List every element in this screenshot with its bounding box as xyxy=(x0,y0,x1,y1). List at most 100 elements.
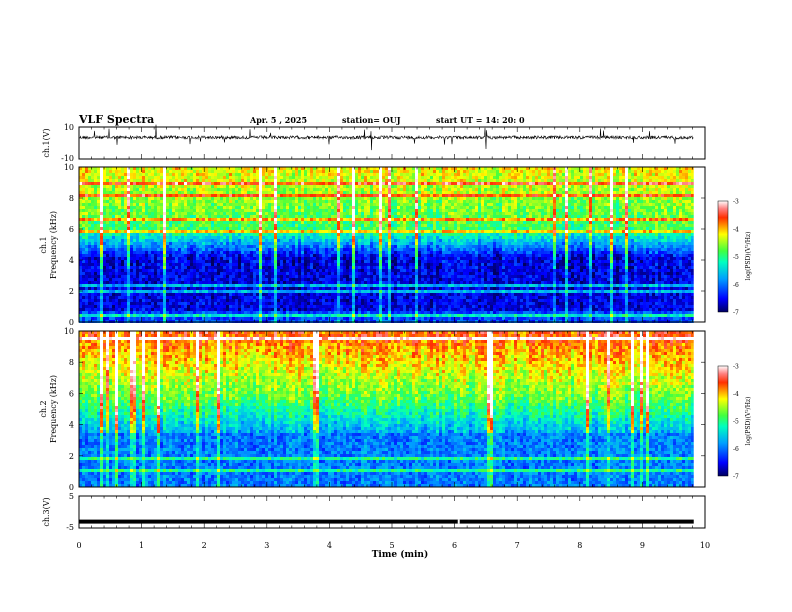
spec1-cell xyxy=(277,248,280,251)
spec1-cell xyxy=(130,266,133,269)
spec1-cell xyxy=(91,257,94,260)
spec1-cell xyxy=(217,215,220,218)
spec1-cell xyxy=(166,227,169,230)
spec1-cell xyxy=(298,278,301,281)
spec1-cell xyxy=(334,248,337,251)
spec1-cell xyxy=(193,236,196,239)
spec1-cell xyxy=(169,230,172,233)
spec1-cell xyxy=(79,314,82,317)
spec1-cell xyxy=(265,305,268,308)
spec1-cell xyxy=(286,278,289,281)
spec1-cell xyxy=(172,173,175,176)
spec1-cell xyxy=(319,197,322,200)
spec1-cell xyxy=(124,218,127,221)
spec1-cell xyxy=(190,299,193,302)
spec1-cell xyxy=(265,296,268,299)
spec1-cell xyxy=(154,263,157,266)
spec1-cell xyxy=(328,236,331,239)
spec1-cell xyxy=(121,200,124,203)
spec1-cell xyxy=(190,266,193,269)
spec1-cell xyxy=(199,272,202,275)
spec1-cell xyxy=(355,224,358,227)
spec1-cell xyxy=(238,191,241,194)
spec1-cell xyxy=(253,200,256,203)
spec1-cell xyxy=(262,197,265,200)
spec1-cell xyxy=(328,302,331,305)
spec1-cell xyxy=(298,290,301,293)
spec1-cell xyxy=(190,317,193,320)
spec1-cell xyxy=(217,197,220,200)
spec1-cell xyxy=(334,230,337,233)
spec1-cell xyxy=(331,308,334,311)
spec1-cell xyxy=(337,239,340,242)
spec1-cell xyxy=(139,221,142,224)
spec1-cell xyxy=(337,275,340,278)
spec1-cell xyxy=(130,260,133,263)
spec1-cell xyxy=(142,245,145,248)
spec1-cell xyxy=(241,224,244,227)
spec1-cell xyxy=(232,296,235,299)
spec1-cell xyxy=(118,278,121,281)
spec1-cell xyxy=(85,209,88,212)
spec1-cell xyxy=(244,212,247,215)
spec1-cell xyxy=(151,242,154,245)
spec1-cell xyxy=(127,227,130,230)
spec1-cell xyxy=(178,296,181,299)
spec1-cell xyxy=(208,308,211,311)
spec1-cell xyxy=(178,254,181,257)
spec1-cell xyxy=(202,275,205,278)
spec1-cell xyxy=(109,302,112,305)
spec1-cell xyxy=(268,185,271,188)
spec1-cell xyxy=(265,263,268,266)
spec1-cell xyxy=(193,290,196,293)
spec1-cell xyxy=(205,284,208,287)
spec1-cell xyxy=(94,173,97,176)
spec1-cell xyxy=(274,176,277,179)
spec1-cell xyxy=(313,197,316,200)
spec1-cell xyxy=(292,173,295,176)
spec1-cell xyxy=(154,230,157,233)
spec1-cell xyxy=(118,173,121,176)
spec1-cell xyxy=(148,221,151,224)
spec1-cell xyxy=(103,254,106,257)
spec1-cell xyxy=(100,191,103,194)
spec1-cell xyxy=(172,266,175,269)
spec1-cell xyxy=(286,167,289,170)
spec1-cell xyxy=(229,278,232,281)
spec1-cell xyxy=(355,215,358,218)
spec1-cell xyxy=(109,311,112,314)
spec1-cell xyxy=(316,236,319,239)
spec1-cell xyxy=(139,251,142,254)
spec1-cell xyxy=(292,236,295,239)
spec1-cell xyxy=(244,227,247,230)
spec1-cell xyxy=(160,170,163,173)
spec1-cell xyxy=(139,212,142,215)
spec1-cell xyxy=(259,233,262,236)
spec1-cell xyxy=(109,284,112,287)
spec1-cell xyxy=(82,296,85,299)
spec1-cell xyxy=(337,218,340,221)
spec1-cell xyxy=(109,245,112,248)
spec1-cell xyxy=(151,203,154,206)
spec1-cell xyxy=(253,254,256,257)
spec1-cell xyxy=(103,296,106,299)
spec1-cell xyxy=(232,221,235,224)
spec1-cell xyxy=(223,284,226,287)
spec1-cell xyxy=(115,170,118,173)
spec1-cell xyxy=(220,242,223,245)
spec1-cell xyxy=(337,203,340,206)
spec1-cell xyxy=(358,218,361,221)
spec1-cell xyxy=(121,188,124,191)
spec1-cell xyxy=(259,227,262,230)
spec1-cell xyxy=(184,266,187,269)
spec1-cell xyxy=(295,197,298,200)
spec1-cell xyxy=(106,254,109,257)
spec1-cell xyxy=(133,224,136,227)
spec1-cell xyxy=(325,242,328,245)
spec1-cell xyxy=(157,179,160,182)
spec1-cell xyxy=(229,266,232,269)
spec1-cell xyxy=(316,197,319,200)
spec1-cell xyxy=(124,302,127,305)
spec1-cell xyxy=(343,257,346,260)
spec1-cell xyxy=(334,269,337,272)
